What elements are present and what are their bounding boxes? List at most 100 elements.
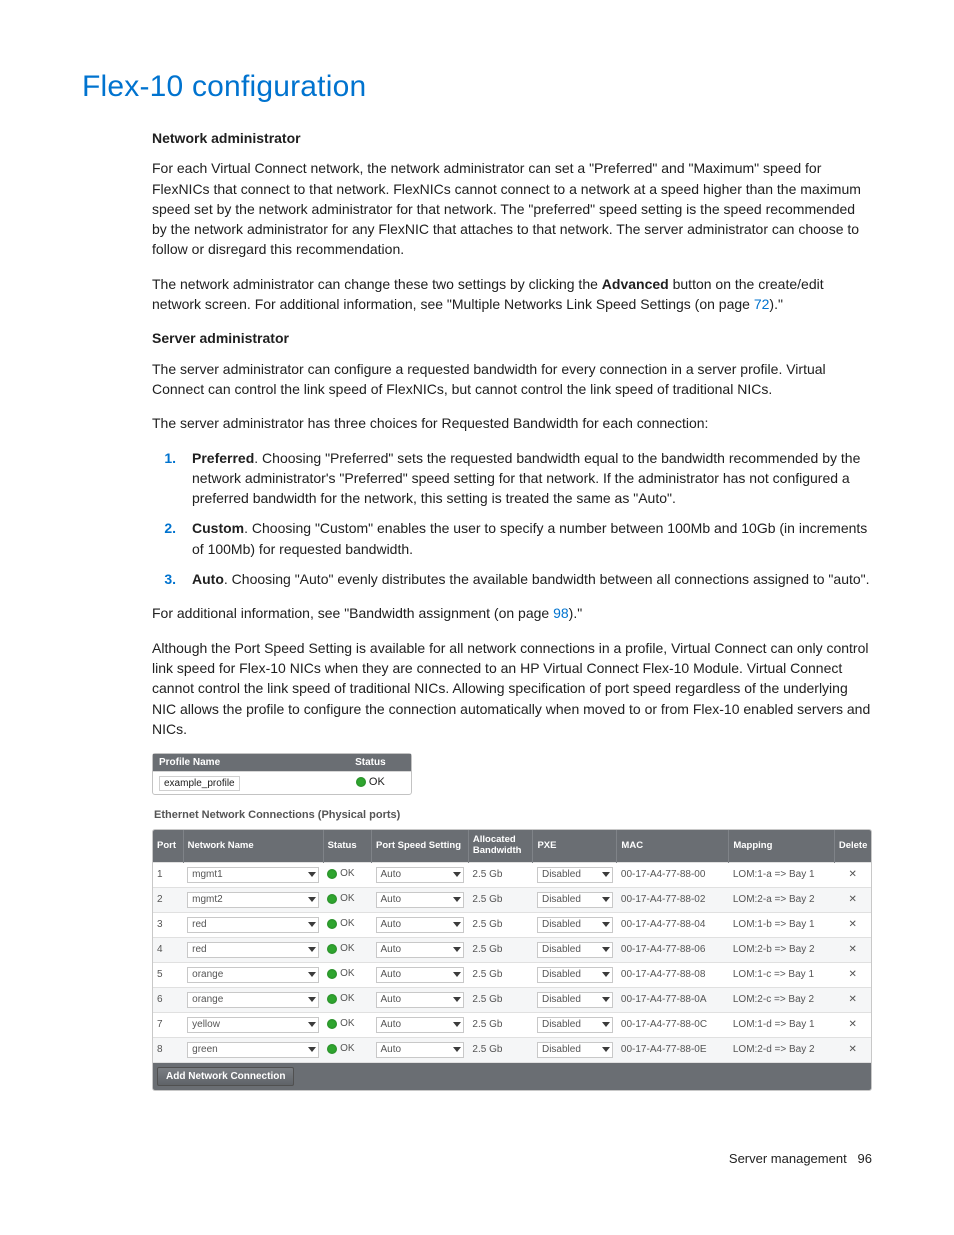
cell-bandwidth: 2.5 Gb bbox=[468, 987, 533, 1012]
ok-icon bbox=[327, 1044, 337, 1054]
link-page-98[interactable]: 98 bbox=[553, 605, 569, 621]
chevron-down-icon bbox=[308, 972, 316, 977]
status-ok-indicator: OK bbox=[327, 918, 354, 929]
delete-row-button[interactable]: ✕ bbox=[834, 987, 871, 1012]
cell-mac: 00-17-A4-77-88-02 bbox=[617, 887, 729, 912]
col-mac: MAC bbox=[617, 830, 729, 862]
connection-row: 4redOKAuto2.5 GbDisabled00-17-A4-77-88-0… bbox=[153, 937, 871, 962]
delete-row-button[interactable]: ✕ bbox=[834, 862, 871, 887]
section1-heading: Network administrator bbox=[152, 128, 872, 148]
delete-row-button[interactable]: ✕ bbox=[834, 887, 871, 912]
connections-title: Ethernet Network Connections (Physical p… bbox=[154, 809, 872, 821]
chevron-down-icon bbox=[308, 947, 316, 952]
port-speed-dropdown[interactable]: Auto bbox=[376, 867, 465, 883]
document-page: Flex-10 configuration Network administra… bbox=[0, 0, 954, 1206]
network-name-dropdown[interactable]: red bbox=[187, 917, 319, 933]
cell-mac: 00-17-A4-77-88-0E bbox=[617, 1037, 729, 1062]
section2-para2: The server administrator has three choic… bbox=[152, 413, 872, 433]
network-name-dropdown[interactable]: green bbox=[187, 1042, 319, 1058]
cell-port: 5 bbox=[153, 962, 183, 987]
pxe-dropdown[interactable]: Disabled bbox=[537, 892, 613, 908]
cell-mapping: LOM:1-b => Bay 1 bbox=[729, 912, 834, 937]
cell-bandwidth: 2.5 Gb bbox=[468, 1037, 533, 1062]
cell-port: 1 bbox=[153, 862, 183, 887]
cell-mapping: LOM:2-d => Bay 2 bbox=[729, 1037, 834, 1062]
section2-heading: Server administrator bbox=[152, 328, 872, 348]
bandwidth-choices-list: 1.Preferred. Choosing "Preferred" sets t… bbox=[152, 448, 872, 590]
pxe-dropdown[interactable]: Disabled bbox=[537, 1017, 613, 1033]
port-speed-dropdown[interactable]: Auto bbox=[376, 967, 465, 983]
port-speed-dropdown[interactable]: Auto bbox=[376, 1042, 465, 1058]
col-network-name: Network Name bbox=[183, 830, 323, 862]
profile-row: example_profile OK bbox=[153, 772, 411, 795]
connection-row: 5orangeOKAuto2.5 GbDisabled00-17-A4-77-8… bbox=[153, 962, 871, 987]
chevron-down-icon bbox=[602, 922, 610, 927]
page-title: Flex-10 configuration bbox=[82, 70, 872, 104]
pxe-dropdown[interactable]: Disabled bbox=[537, 1042, 613, 1058]
cell-mac: 00-17-A4-77-88-04 bbox=[617, 912, 729, 937]
port-speed-dropdown[interactable]: Auto bbox=[376, 942, 465, 958]
connection-row: 3redOKAuto2.5 GbDisabled00-17-A4-77-88-0… bbox=[153, 912, 871, 937]
cell-bandwidth: 2.5 Gb bbox=[468, 937, 533, 962]
connection-row: 1mgmt1OKAuto2.5 GbDisabled00-17-A4-77-88… bbox=[153, 862, 871, 887]
delete-row-button[interactable]: ✕ bbox=[834, 962, 871, 987]
port-speed-dropdown[interactable]: Auto bbox=[376, 992, 465, 1008]
cell-port: 3 bbox=[153, 912, 183, 937]
pxe-dropdown[interactable]: Disabled bbox=[537, 942, 613, 958]
profile-name-input[interactable]: example_profile bbox=[159, 776, 240, 791]
network-name-dropdown[interactable]: orange bbox=[187, 967, 319, 983]
network-name-dropdown[interactable]: mgmt2 bbox=[187, 892, 319, 908]
pxe-dropdown[interactable]: Disabled bbox=[537, 992, 613, 1008]
cell-mapping: LOM:2-a => Bay 2 bbox=[729, 887, 834, 912]
cell-port: 8 bbox=[153, 1037, 183, 1062]
col-status: Status bbox=[323, 830, 371, 862]
pxe-dropdown[interactable]: Disabled bbox=[537, 967, 613, 983]
delete-row-button[interactable]: ✕ bbox=[834, 937, 871, 962]
network-name-dropdown[interactable]: orange bbox=[187, 992, 319, 1008]
port-speed-dropdown[interactable]: Auto bbox=[376, 1017, 465, 1033]
cell-port: 7 bbox=[153, 1012, 183, 1037]
chevron-down-icon bbox=[453, 1047, 461, 1052]
ok-icon bbox=[327, 969, 337, 979]
status-ok-indicator: OK bbox=[327, 968, 354, 979]
chevron-down-icon bbox=[602, 972, 610, 977]
status-ok-indicator: OK bbox=[327, 893, 354, 904]
status-ok-indicator: OK bbox=[327, 1043, 354, 1054]
cell-bandwidth: 2.5 Gb bbox=[468, 1012, 533, 1037]
list-item: 3.Auto. Choosing "Auto" evenly distribut… bbox=[152, 569, 872, 589]
col-port-speed: Port Speed Setting bbox=[372, 830, 469, 862]
chevron-down-icon bbox=[308, 922, 316, 927]
col-pxe: PXE bbox=[533, 830, 617, 862]
port-speed-dropdown[interactable]: Auto bbox=[376, 917, 465, 933]
section2-para3: For additional information, see "Bandwid… bbox=[152, 603, 872, 623]
ok-icon bbox=[327, 994, 337, 1004]
add-network-connection-button[interactable]: Add Network Connection bbox=[157, 1067, 294, 1086]
page-footer: Server management 96 bbox=[82, 1151, 872, 1166]
ok-icon bbox=[327, 869, 337, 879]
chevron-down-icon bbox=[602, 897, 610, 902]
pxe-dropdown[interactable]: Disabled bbox=[537, 867, 613, 883]
cell-bandwidth: 2.5 Gb bbox=[468, 887, 533, 912]
section2-para4: Although the Port Speed Setting is avail… bbox=[152, 638, 872, 739]
col-delete: Delete bbox=[834, 830, 871, 862]
advanced-bold: Advanced bbox=[602, 276, 669, 292]
delete-row-button[interactable]: ✕ bbox=[834, 912, 871, 937]
chevron-down-icon bbox=[453, 897, 461, 902]
link-page-72[interactable]: 72 bbox=[754, 296, 770, 312]
port-speed-dropdown[interactable]: Auto bbox=[376, 892, 465, 908]
network-name-dropdown[interactable]: red bbox=[187, 942, 319, 958]
network-name-dropdown[interactable]: mgmt1 bbox=[187, 867, 319, 883]
network-name-dropdown[interactable]: yellow bbox=[187, 1017, 319, 1033]
cell-port: 2 bbox=[153, 887, 183, 912]
delete-row-button[interactable]: ✕ bbox=[834, 1012, 871, 1037]
chevron-down-icon bbox=[453, 997, 461, 1002]
add-connection-row: Add Network Connection bbox=[153, 1062, 871, 1090]
cell-mapping: LOM:2-b => Bay 2 bbox=[729, 937, 834, 962]
connection-row: 2mgmt2 OK Auto2.5 GbDisabled00-17-A4-77-88… bbox=[153, 887, 871, 912]
delete-row-button[interactable]: ✕ bbox=[834, 1037, 871, 1062]
cell-bandwidth: 2.5 Gb bbox=[468, 862, 533, 887]
pxe-dropdown[interactable]: Disabled bbox=[537, 917, 613, 933]
col-mapping: Mapping bbox=[729, 830, 834, 862]
connection-row: 7yellowOKAuto2.5 GbDisabled00-17-A4-77-8… bbox=[153, 1012, 871, 1037]
cell-mapping: LOM:2-c => Bay 2 bbox=[729, 987, 834, 1012]
